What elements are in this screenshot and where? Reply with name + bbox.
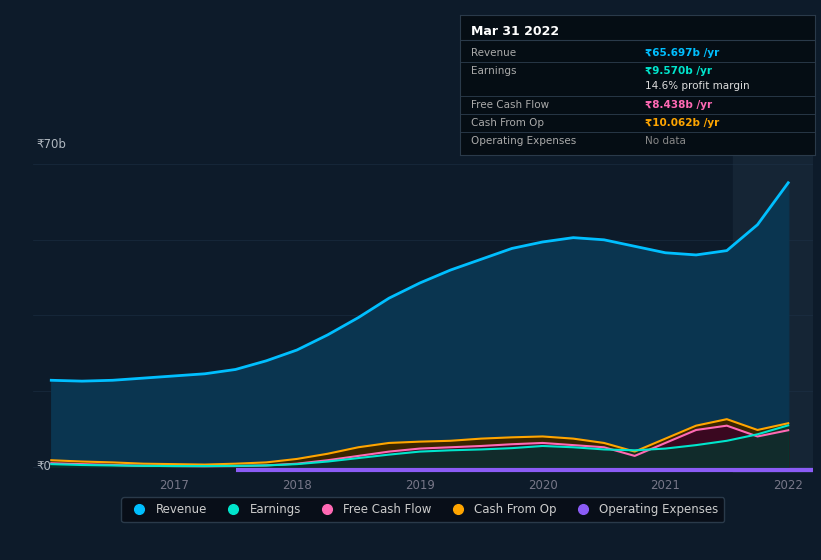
Text: 14.6% profit margin: 14.6% profit margin	[644, 81, 750, 91]
Text: ₹8.438b /yr: ₹8.438b /yr	[644, 100, 712, 110]
Legend: Revenue, Earnings, Free Cash Flow, Cash From Op, Operating Expenses: Revenue, Earnings, Free Cash Flow, Cash …	[122, 497, 724, 522]
Text: ₹70b: ₹70b	[37, 138, 67, 151]
Text: Revenue: Revenue	[470, 48, 516, 58]
Text: Cash From Op: Cash From Op	[470, 118, 544, 128]
Text: Free Cash Flow: Free Cash Flow	[470, 100, 548, 110]
Text: ₹65.697b /yr: ₹65.697b /yr	[644, 48, 719, 58]
Text: ₹10.062b /yr: ₹10.062b /yr	[644, 118, 719, 128]
Text: Mar 31 2022: Mar 31 2022	[470, 25, 559, 38]
Text: ₹9.570b /yr: ₹9.570b /yr	[644, 66, 712, 76]
Text: No data: No data	[644, 136, 686, 146]
Text: ₹0: ₹0	[37, 460, 52, 473]
Text: Earnings: Earnings	[470, 66, 516, 76]
Bar	[733, 151, 813, 473]
Text: Operating Expenses: Operating Expenses	[470, 136, 576, 146]
